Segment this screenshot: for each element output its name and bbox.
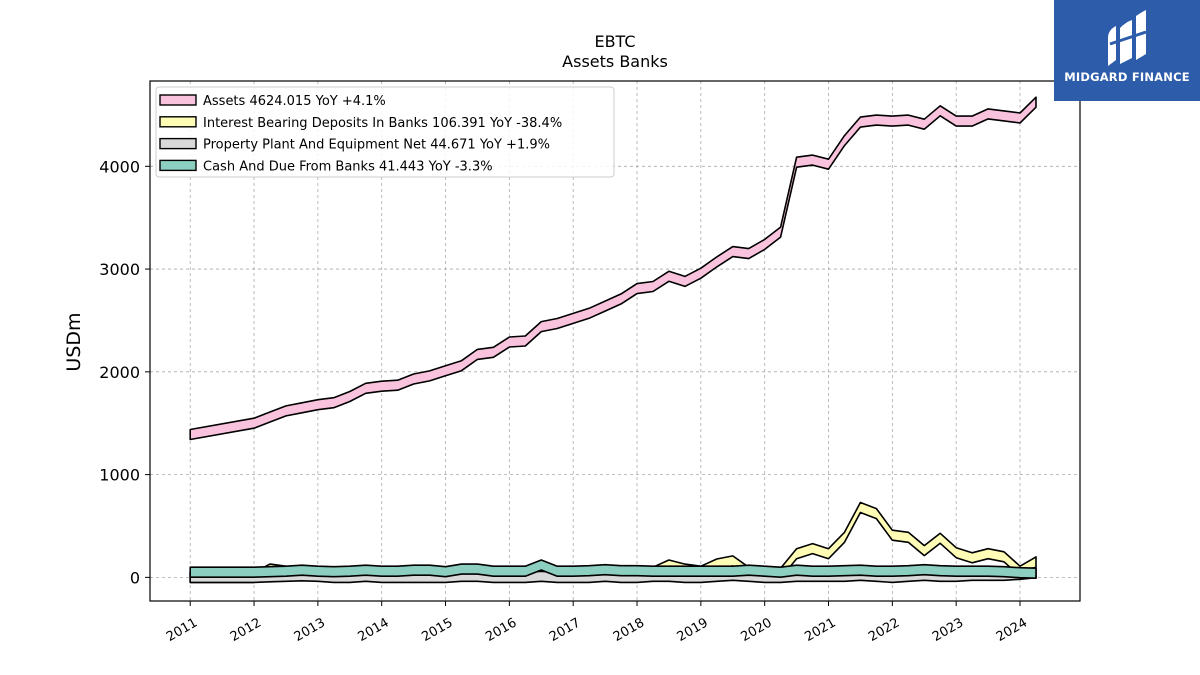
legend-entry: Property Plant And Equipment Net 44.671 … (203, 138, 550, 153)
brand-name: MIDGARD FINANCE (1064, 70, 1190, 84)
legend-swatch (159, 116, 197, 128)
chart-title: EBTC (594, 32, 635, 51)
series-band-assets (189, 96, 1037, 441)
legend-entry: Cash And Due From Banks 41.443 YoY -3.3% (203, 159, 493, 174)
x-tick-label: 2018 (611, 615, 647, 645)
legend-entry: Interest Bearing Deposits In Banks 106.3… (203, 116, 562, 131)
x-tick-label: 2015 (419, 615, 455, 645)
x-tick-label: 2011 (164, 615, 200, 645)
midgard-logo-icon (1108, 10, 1147, 66)
y-tick-label: 4000 (99, 157, 140, 176)
y-tick-label: 1000 (99, 466, 140, 485)
y-tick-label: 2000 (99, 363, 140, 382)
y-tick-label: 3000 (99, 260, 140, 279)
x-tick-label: 2012 (228, 615, 264, 645)
plot-frame (149, 80, 1081, 602)
brand-logo: MIDGARD FINANCE (1054, 0, 1200, 101)
series-band-cash-and-due-from-banks (189, 559, 1037, 579)
y-axis-label: USDm (63, 312, 85, 371)
legend-swatch (159, 94, 197, 106)
x-tick-label: 2013 (292, 615, 328, 645)
legend-entry: Assets 4624.015 YoY +4.1% (203, 94, 386, 109)
series-group (189, 96, 1037, 584)
y-tick-label: 0 (130, 568, 140, 587)
x-tick-label: 2021 (802, 615, 838, 645)
legend-swatch (159, 137, 197, 150)
x-tick-label: 2024 (994, 615, 1030, 645)
legend-box (155, 86, 615, 178)
chart-subtitle: Assets Banks (562, 52, 668, 71)
legend-swatch (159, 159, 197, 172)
x-tick-label: 2014 (356, 615, 392, 645)
legend: Assets 4624.015 YoY +4.1% Interest Bearin… (155, 86, 615, 178)
x-tick-label: 2019 (675, 615, 711, 645)
x-tick-label: 2023 (930, 615, 966, 645)
x-tick-label: 2017 (547, 615, 583, 645)
x-tick-label: 2022 (866, 615, 902, 645)
x-tick-label: 2020 (739, 615, 775, 645)
x-tick-label: 2016 (483, 615, 519, 645)
